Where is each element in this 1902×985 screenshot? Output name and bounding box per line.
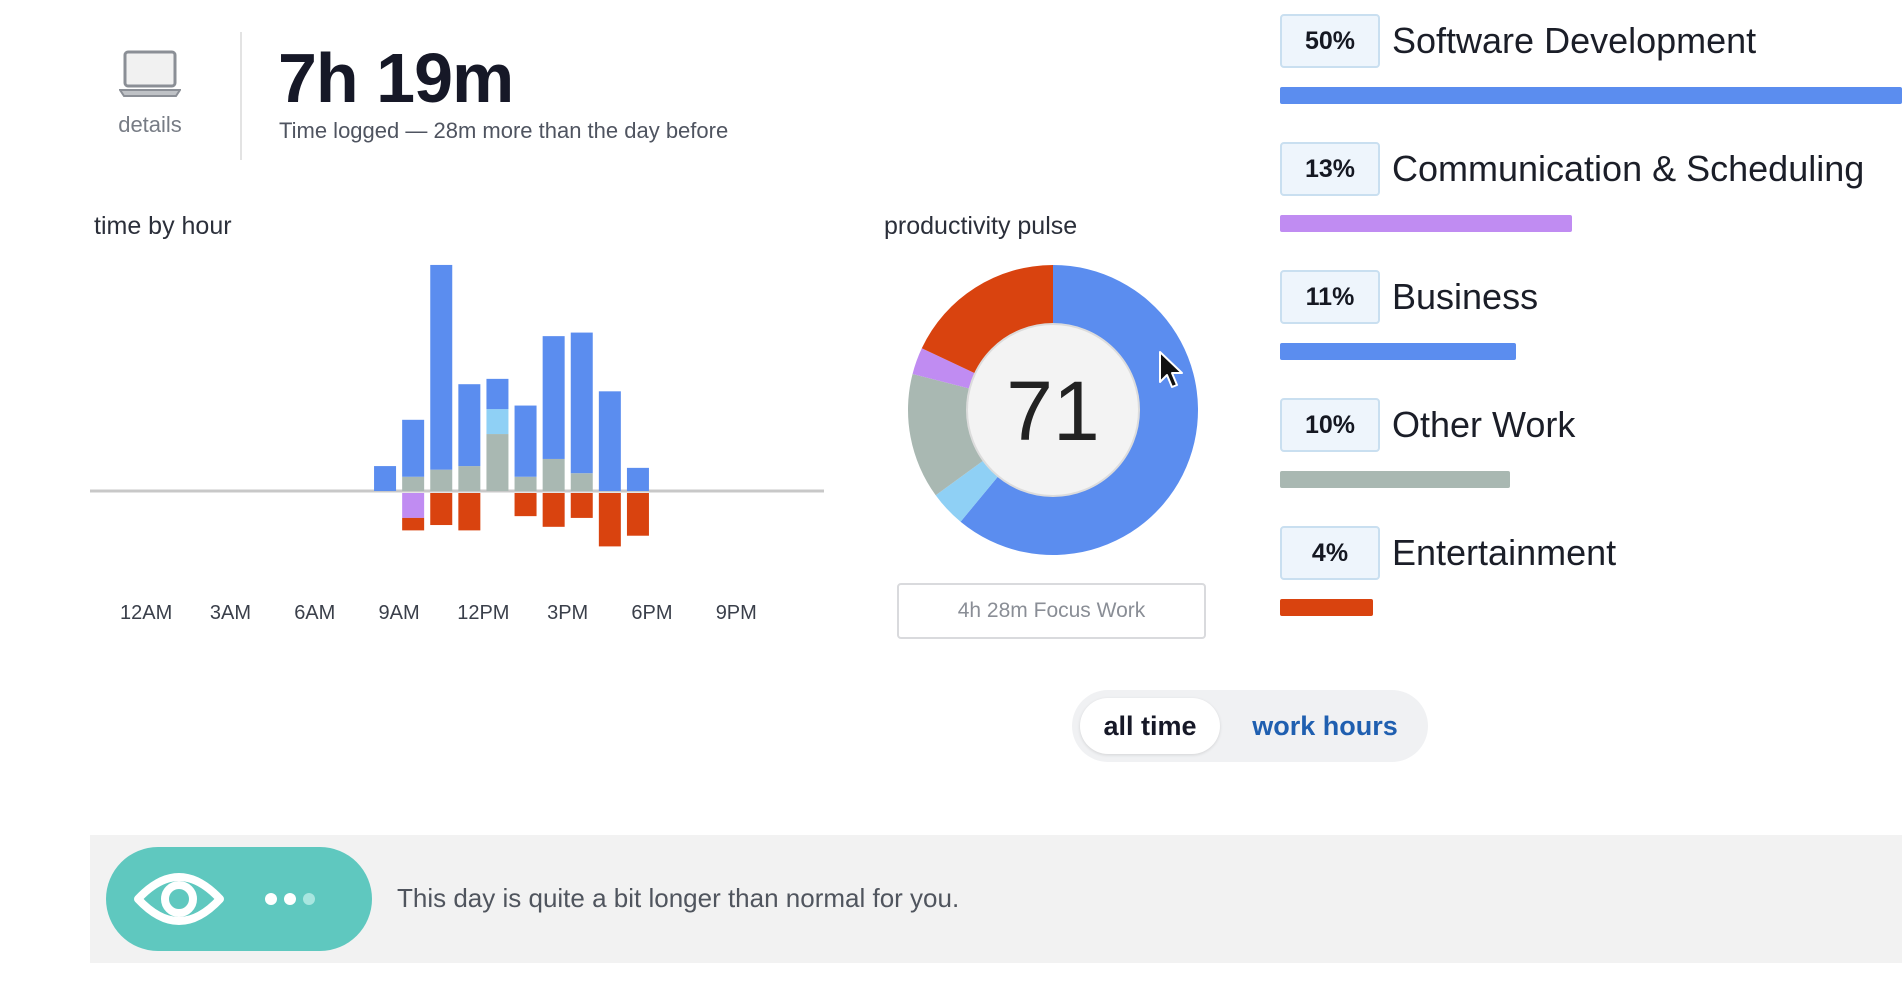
x-tick-label: 6PM (631, 602, 672, 624)
hour-bar-segment (514, 493, 537, 517)
pulse-segment (935, 460, 999, 522)
x-tick-label: 9AM (378, 602, 419, 624)
hour-bar-segment (402, 476, 425, 491)
hour-bar-segment (402, 493, 425, 518)
category-bar (1280, 343, 1516, 360)
laptop-icon (118, 50, 182, 98)
details-button[interactable]: details (95, 50, 205, 138)
work-hours-option[interactable]: work hours (1252, 711, 1398, 741)
hour-bar-segment (598, 391, 621, 491)
hour-bar-segment (486, 434, 509, 491)
category-percent: 11% (1280, 270, 1380, 324)
hour-bar-segment (570, 473, 593, 491)
hour-bar-segment (458, 384, 481, 467)
hour-bar-segment (486, 409, 509, 435)
pulse-segment (908, 373, 984, 496)
x-tick-label: 12AM (120, 602, 172, 624)
x-tick-label: 12PM (457, 602, 509, 624)
x-tick-label: 9PM (716, 602, 757, 624)
insight-eye-button[interactable] (106, 847, 372, 951)
mouse-cursor-icon (1159, 351, 1183, 388)
hour-bar-segment (402, 517, 425, 531)
hour-bar-segment (542, 336, 565, 459)
category-bar (1280, 87, 1902, 104)
hour-bar-segment (514, 476, 537, 491)
total-time-subtitle: Time logged — 28m more than the day befo… (279, 118, 729, 143)
total-time: 7h 19m (278, 39, 514, 117)
hour-bar-segment (458, 466, 481, 491)
pulse-segment (960, 265, 1198, 555)
x-tick-label: 6AM (294, 602, 335, 624)
category-bar (1280, 215, 1572, 232)
productivity-pulse-title: productivity pulse (884, 212, 1078, 240)
hour-bar-segment (374, 466, 397, 491)
hour-bar-segment (486, 378, 509, 410)
x-tick-label: 3PM (547, 602, 588, 624)
category-percent: 4% (1280, 526, 1380, 580)
hour-bar-segment (598, 493, 621, 547)
hour-bar-segment (430, 469, 453, 491)
pulse-score-disc (966, 323, 1140, 497)
productivity-pulse-donut[interactable]: 71 (900, 245, 1206, 575)
all-time-option[interactable]: all time (1080, 698, 1220, 754)
pulse-score: 71 (1006, 364, 1099, 458)
time-range-toggle[interactable]: all time work hours (1072, 690, 1428, 762)
details-label: details (118, 112, 182, 137)
x-tick-label: 3AM (210, 602, 251, 624)
header-divider (240, 32, 242, 160)
hour-bar-segment (626, 493, 649, 536)
category-bar (1280, 471, 1510, 488)
hour-bar-segment (542, 458, 565, 491)
category-percent: 50% (1280, 14, 1380, 68)
hour-bar-segment (458, 493, 481, 531)
hour-bar-segment (430, 264, 453, 470)
eye-icon (134, 873, 224, 925)
hour-bar-segment (402, 419, 425, 477)
hour-bar-segment (430, 493, 453, 526)
hour-bar-segment (626, 467, 649, 491)
time-by-hour-title: time by hour (94, 212, 232, 240)
more-dots-icon (265, 893, 315, 905)
category-name: Communication & Scheduling (1392, 148, 1865, 189)
hour-bar-segment (514, 405, 537, 477)
hour-bar-segment (542, 493, 565, 527)
category-name: Business (1392, 276, 1539, 317)
pulse-segment (921, 265, 1053, 374)
category-percent: 10% (1280, 398, 1380, 452)
category-percent: 13% (1280, 142, 1380, 196)
category-name: Entertainment (1392, 532, 1617, 573)
focus-work-button[interactable]: 4h 28m Focus Work (897, 583, 1206, 639)
category-name: Other Work (1392, 404, 1576, 445)
insight-bar: This day is quite a bit longer than norm… (90, 835, 1902, 963)
time-by-hour-chart: 12AM 3AM 6AM 9AM 12PM 3PM 6PM 9PM (90, 264, 824, 624)
category-name: Software Development (1392, 20, 1757, 61)
hour-bar-segment (570, 493, 593, 518)
category-bar (1280, 599, 1373, 616)
insight-message: This day is quite a bit longer than norm… (397, 883, 960, 913)
hour-bar-segment (570, 332, 593, 474)
pulse-segment (912, 348, 976, 389)
